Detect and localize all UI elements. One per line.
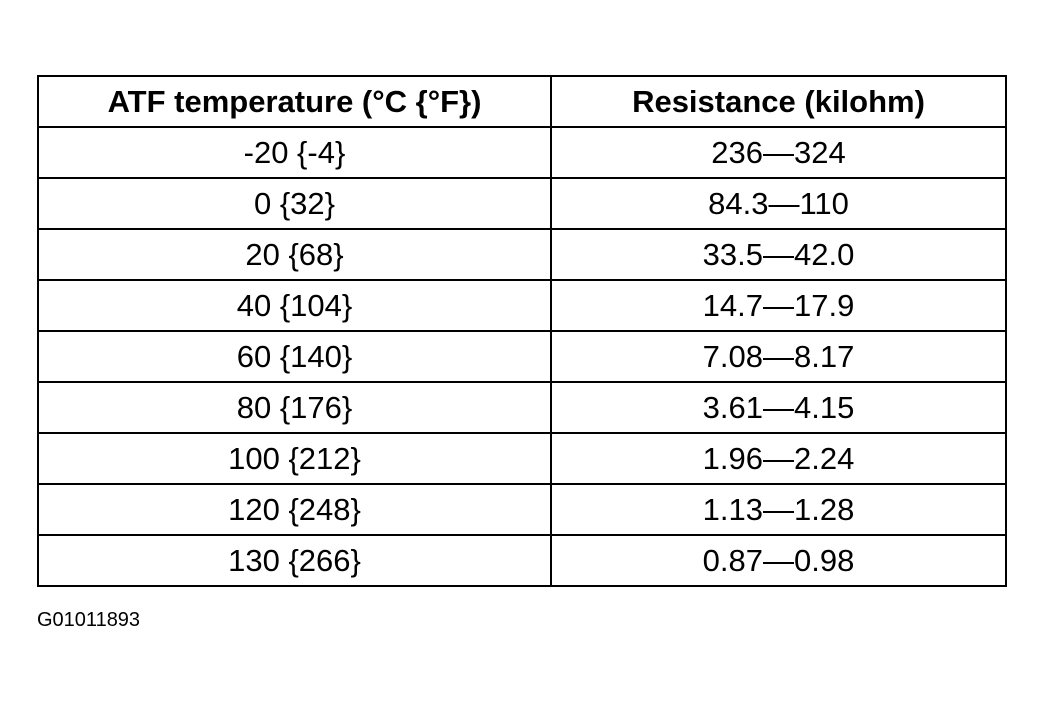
- temperature-cell: 20 {68}: [37, 228, 552, 281]
- temperature-cell: 80 {176}: [37, 381, 552, 434]
- figure-id: G01011893: [37, 609, 141, 631]
- resistance-cell: 14.7—17.9: [550, 279, 1007, 332]
- table-row: 20 {68} 33.5—42.0: [37, 228, 1007, 281]
- temperature-cell: 120 {248}: [37, 483, 552, 536]
- resistance-cell: 33.5—42.0: [550, 228, 1007, 281]
- resistance-cell: 1.96—2.24: [550, 432, 1007, 485]
- resistance-table: ATF temperature (°C {°F}) Resistance (ki…: [37, 75, 1007, 587]
- table-row: 0 {32} 84.3—110: [37, 177, 1007, 230]
- table-row: 100 {212} 1.96—2.24: [37, 432, 1007, 485]
- resistance-cell: 7.08—8.17: [550, 330, 1007, 383]
- temperature-cell: 60 {140}: [37, 330, 552, 383]
- table-row: -20 {-4} 236—324: [37, 126, 1007, 179]
- header-cell: Resistance (kilohm): [550, 75, 1007, 128]
- resistance-cell: 236—324: [550, 126, 1007, 179]
- resistance-cell: 1.13—1.28: [550, 483, 1007, 536]
- header-row: ATF temperature (°C {°F}) Resistance (ki…: [37, 75, 1007, 128]
- table-row: 60 {140} 7.08—8.17: [37, 330, 1007, 383]
- temperature-cell: 40 {104}: [37, 279, 552, 332]
- temperature-cell: 100 {212}: [37, 432, 552, 485]
- table-row: 120 {248} 1.13—1.28: [37, 483, 1007, 536]
- table-row: 40 {104} 14.7—17.9: [37, 279, 1007, 332]
- table-row: 80 {176} 3.61—4.15: [37, 381, 1007, 434]
- table-head: ATF temperature (°C {°F}) Resistance (ki…: [37, 75, 1007, 128]
- resistance-cell: 0.87—0.98: [550, 534, 1007, 587]
- resistance-cell: 3.61—4.15: [550, 381, 1007, 434]
- temperature-cell: 0 {32}: [37, 177, 552, 230]
- temperature-cell: -20 {-4}: [37, 126, 552, 179]
- header-cell: ATF temperature (°C {°F}): [37, 75, 552, 128]
- table-body: -20 {-4} 236—324 0 {32} 84.3—110 20 {68} 33.5…: [37, 126, 1007, 587]
- temperature-cell: 130 {266}: [37, 534, 552, 587]
- table-row: 130 {266} 0.87—0.98: [37, 534, 1007, 587]
- resistance-cell: 84.3—110: [550, 177, 1007, 230]
